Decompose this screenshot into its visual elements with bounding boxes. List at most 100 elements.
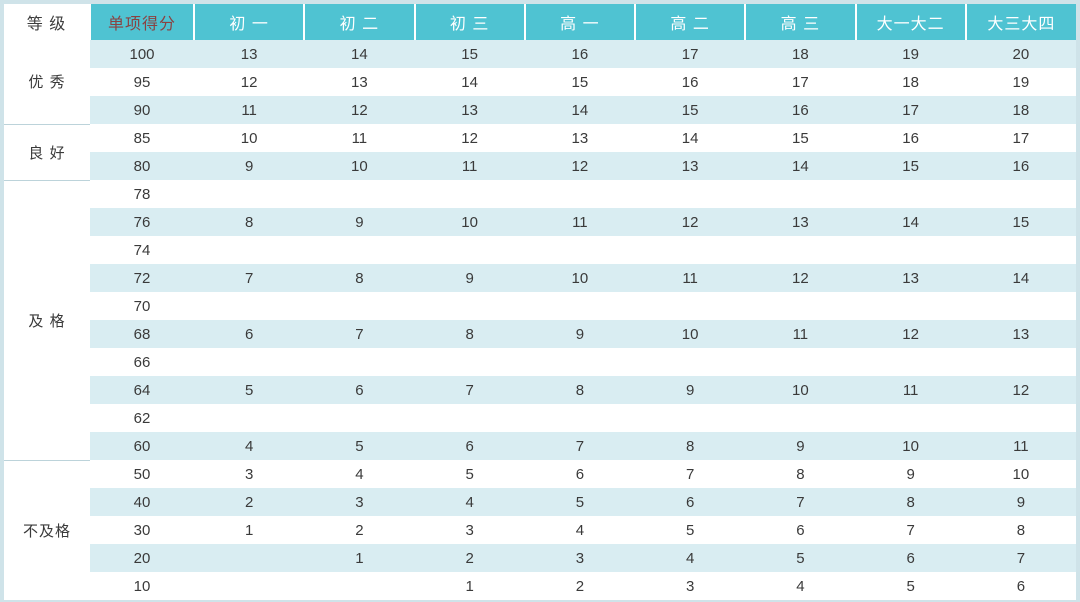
value-cell: 8 xyxy=(524,376,635,404)
value-cell: 12 xyxy=(304,96,415,124)
value-cell: 17 xyxy=(745,68,856,96)
table-row: 20 1 2 3 4 5 6 7 xyxy=(4,544,1076,572)
value-cell: 15 xyxy=(965,208,1076,236)
grade-level-column-header: 初 一 xyxy=(192,4,305,40)
grade-column-header: 等 级 xyxy=(4,4,90,40)
score-cell: 30 xyxy=(90,516,194,544)
value-cell xyxy=(414,292,525,320)
value-cell: 10 xyxy=(635,320,746,348)
score-cell: 76 xyxy=(90,208,194,236)
value-cell: 14 xyxy=(965,264,1076,292)
value-cell xyxy=(855,292,966,320)
value-cell: 10 xyxy=(414,208,525,236)
value-cell xyxy=(635,404,746,432)
grade-level-column-header: 大一大二 xyxy=(854,4,966,40)
value-cell: 13 xyxy=(855,264,966,292)
value-cell xyxy=(304,180,415,208)
value-cell: 17 xyxy=(965,124,1076,152)
table-row: 70 xyxy=(4,292,1076,320)
value-cell xyxy=(745,348,856,376)
value-cell xyxy=(524,292,635,320)
table-body: 优 秀 100 13 14 15 16 17 18 19 20 95 12 13 14 15 16 17 18 19… xyxy=(4,40,1076,600)
value-cell: 6 xyxy=(194,320,305,348)
value-cell xyxy=(855,180,966,208)
value-cell: 10 xyxy=(745,376,856,404)
value-cell xyxy=(194,292,305,320)
value-cell: 7 xyxy=(855,516,966,544)
value-cell: 10 xyxy=(304,152,415,180)
value-cell xyxy=(745,292,856,320)
value-cell: 8 xyxy=(194,208,305,236)
value-cell: 3 xyxy=(194,460,305,488)
value-cell xyxy=(965,404,1076,432)
value-cell: 15 xyxy=(635,96,746,124)
value-cell xyxy=(745,180,856,208)
value-cell: 12 xyxy=(635,208,746,236)
value-cell: 18 xyxy=(745,40,856,68)
value-cell: 6 xyxy=(855,544,966,572)
value-cell: 3 xyxy=(635,572,746,600)
value-cell: 6 xyxy=(635,488,746,516)
grade-level-column-header: 初 二 xyxy=(303,4,415,40)
value-cell: 12 xyxy=(194,68,305,96)
value-cell: 14 xyxy=(855,208,966,236)
value-cell: 3 xyxy=(414,516,525,544)
value-cell: 7 xyxy=(524,432,635,460)
score-cell: 85 xyxy=(90,124,194,152)
value-cell: 15 xyxy=(855,152,966,180)
value-cell: 9 xyxy=(745,432,856,460)
value-cell: 13 xyxy=(635,152,746,180)
score-cell: 50 xyxy=(90,460,194,488)
value-cell xyxy=(855,236,966,264)
value-cell: 11 xyxy=(855,376,966,404)
value-cell: 12 xyxy=(745,264,856,292)
value-cell: 12 xyxy=(965,376,1076,404)
value-cell: 6 xyxy=(304,376,415,404)
value-cell: 15 xyxy=(414,40,525,68)
table-row: 76 8 9 10 11 12 13 14 15 xyxy=(4,208,1076,236)
value-cell: 5 xyxy=(414,460,525,488)
value-cell: 1 xyxy=(304,544,415,572)
table-row: 及 格 78 xyxy=(4,179,1076,460)
value-cell xyxy=(965,292,1076,320)
score-cell: 40 xyxy=(90,488,194,516)
value-cell: 18 xyxy=(965,96,1076,124)
value-cell: 8 xyxy=(965,516,1076,544)
table-row: 不及格 50 3 4 5 6 7 8 9 10 xyxy=(4,459,1076,600)
value-cell: 9 xyxy=(635,376,746,404)
grade-level-column-header: 高 一 xyxy=(523,4,635,40)
score-conversion-table: 等 级单项得分初 一初 二初 三高 一高 二高 三大一大二 大三大四 优 秀 100… xyxy=(4,4,1076,600)
value-cell: 15 xyxy=(524,68,635,96)
value-cell: 10 xyxy=(965,460,1076,488)
header-row: 等 级单项得分初 一初 二初 三高 一高 二高 三大一大二 大三大四 xyxy=(4,4,1076,40)
value-cell: 15 xyxy=(745,124,856,152)
value-cell xyxy=(745,404,856,432)
value-cell: 5 xyxy=(635,516,746,544)
value-cell: 8 xyxy=(635,432,746,460)
table-row: 40 2 3 4 5 6 7 8 9 xyxy=(4,488,1076,516)
score-cell: 60 xyxy=(90,432,194,460)
table-row: 95 12 13 14 15 16 17 18 19 xyxy=(4,68,1076,96)
value-cell: 18 xyxy=(855,68,966,96)
table-row: 优 秀 100 13 14 15 16 17 18 19 20 xyxy=(4,40,1076,124)
table-row: 74 xyxy=(4,236,1076,264)
value-cell: 11 xyxy=(965,432,1076,460)
value-cell: 8 xyxy=(745,460,856,488)
score-cell: 90 xyxy=(90,96,194,124)
value-cell: 6 xyxy=(965,572,1076,600)
grade-level-column-header: 初 三 xyxy=(413,4,525,40)
value-cell xyxy=(414,404,525,432)
value-cell: 13 xyxy=(414,96,525,124)
value-cell: 14 xyxy=(414,68,525,96)
value-cell: 11 xyxy=(194,96,305,124)
value-cell xyxy=(965,180,1076,208)
table-row: 90 11 12 13 14 15 16 17 18 xyxy=(4,96,1076,124)
value-cell: 5 xyxy=(855,572,966,600)
value-cell: 11 xyxy=(635,264,746,292)
value-cell xyxy=(304,292,415,320)
value-cell: 6 xyxy=(745,516,856,544)
grade-level-column-header: 高 二 xyxy=(633,4,746,40)
value-cell xyxy=(635,236,746,264)
value-cell: 6 xyxy=(524,460,635,488)
